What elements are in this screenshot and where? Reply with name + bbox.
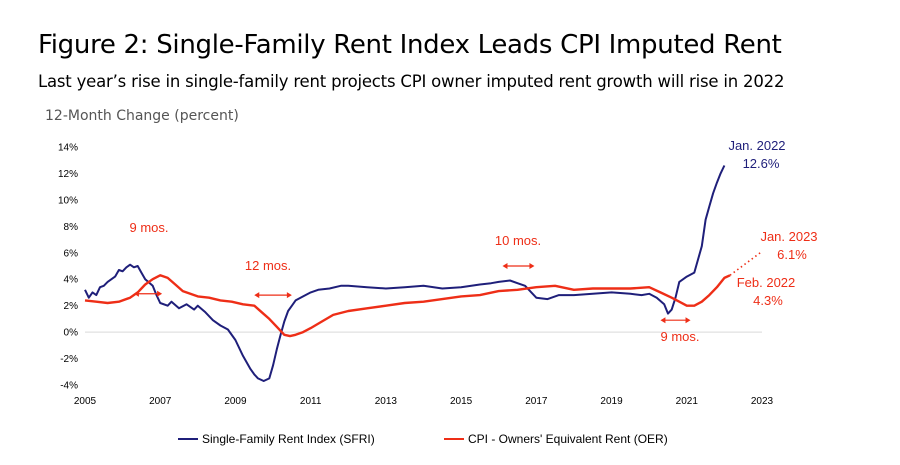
projection-line-oer bbox=[729, 250, 763, 276]
y-tick-label: 12% bbox=[58, 169, 78, 180]
y-tick-label: 0% bbox=[64, 328, 79, 339]
legend-label-sfri: Single-Family Rent Index (SFRI) bbox=[202, 432, 375, 446]
series-lines bbox=[84, 165, 763, 382]
lead-arrowhead-left bbox=[502, 263, 508, 269]
series-line-sfri bbox=[84, 165, 726, 382]
lead-arrowhead-left bbox=[660, 317, 666, 324]
axes: -4% -2% 0% 2% 4% 6% 8% 10% 12% 14% 2005 2007 2009 201… bbox=[58, 143, 774, 408]
legend-item-oer: CPI - Owners' Equivalent Rent (OER) bbox=[444, 432, 668, 446]
x-tick-label: 2015 bbox=[450, 396, 473, 407]
lead-arrowhead-right bbox=[286, 292, 292, 299]
annotation-sfri-jan2022-date: Jan. 2022 bbox=[728, 138, 785, 153]
lead-arrowhead-right bbox=[529, 263, 535, 269]
chart-title: Figure 2: Single-Family Rent Index Leads… bbox=[38, 30, 782, 60]
x-tick-label: 2023 bbox=[751, 396, 774, 407]
x-tick-label: 2005 bbox=[74, 396, 97, 407]
y-tick-label: 10% bbox=[58, 195, 78, 206]
y-tick-label: 2% bbox=[64, 301, 79, 312]
annotations: 9 mos. 12 mos. 10 mos. 9 mos. Jan. 2022 12.6%… bbox=[129, 138, 817, 344]
annotation-sfri-jan2022-value: 12.6% bbox=[743, 156, 780, 171]
lead-arrowhead-right bbox=[157, 290, 163, 297]
lead-arrowhead-right bbox=[685, 317, 691, 324]
x-tick-label: 2017 bbox=[525, 396, 548, 407]
legend-label-oer: CPI - Owners' Equivalent Rent (OER) bbox=[468, 432, 668, 446]
y-tick-label: 6% bbox=[64, 248, 79, 259]
chart-subtitle: Last year’s rise in single-family rent p… bbox=[38, 72, 785, 91]
annotation-oer-jan2023-value: 6.1% bbox=[777, 247, 807, 262]
annotation-lead-2021: 9 mos. bbox=[660, 329, 699, 344]
annotation-lead-2010: 12 mos. bbox=[245, 258, 291, 273]
x-tick-label: 2009 bbox=[224, 396, 247, 407]
y-tick-label: 8% bbox=[64, 222, 79, 233]
annotation-lead-2016: 10 mos. bbox=[495, 233, 541, 248]
x-tick-label: 2011 bbox=[300, 396, 322, 407]
lead-arrowhead-left bbox=[254, 292, 260, 299]
annotation-oer-feb2022-value: 4.3% bbox=[753, 293, 783, 308]
lead-arrowhead-left bbox=[133, 290, 139, 297]
x-tick-label: 2021 bbox=[676, 396, 699, 407]
y-tick-label: 4% bbox=[64, 275, 79, 286]
legend-item-sfri: Single-Family Rent Index (SFRI) bbox=[178, 432, 375, 446]
legend-swatch-oer bbox=[444, 437, 464, 441]
y-tick-label: -4% bbox=[60, 381, 78, 392]
annotation-oer-feb2022-date: Feb. 2022 bbox=[737, 275, 796, 290]
annotation-lead-2006: 9 mos. bbox=[129, 220, 168, 235]
annotation-oer-jan2023-date: Jan. 2023 bbox=[760, 229, 817, 244]
x-tick-label: 2019 bbox=[600, 396, 623, 407]
y-tick-label: -2% bbox=[60, 354, 78, 365]
y-tick-label: 14% bbox=[58, 143, 78, 154]
x-tick-label: 2013 bbox=[375, 396, 398, 407]
legend-swatch-sfri bbox=[178, 437, 198, 441]
series-line-oer bbox=[84, 274, 731, 338]
x-tick-label: 2007 bbox=[149, 396, 172, 407]
y-axis-title: 12-Month Change (percent) bbox=[45, 108, 239, 124]
